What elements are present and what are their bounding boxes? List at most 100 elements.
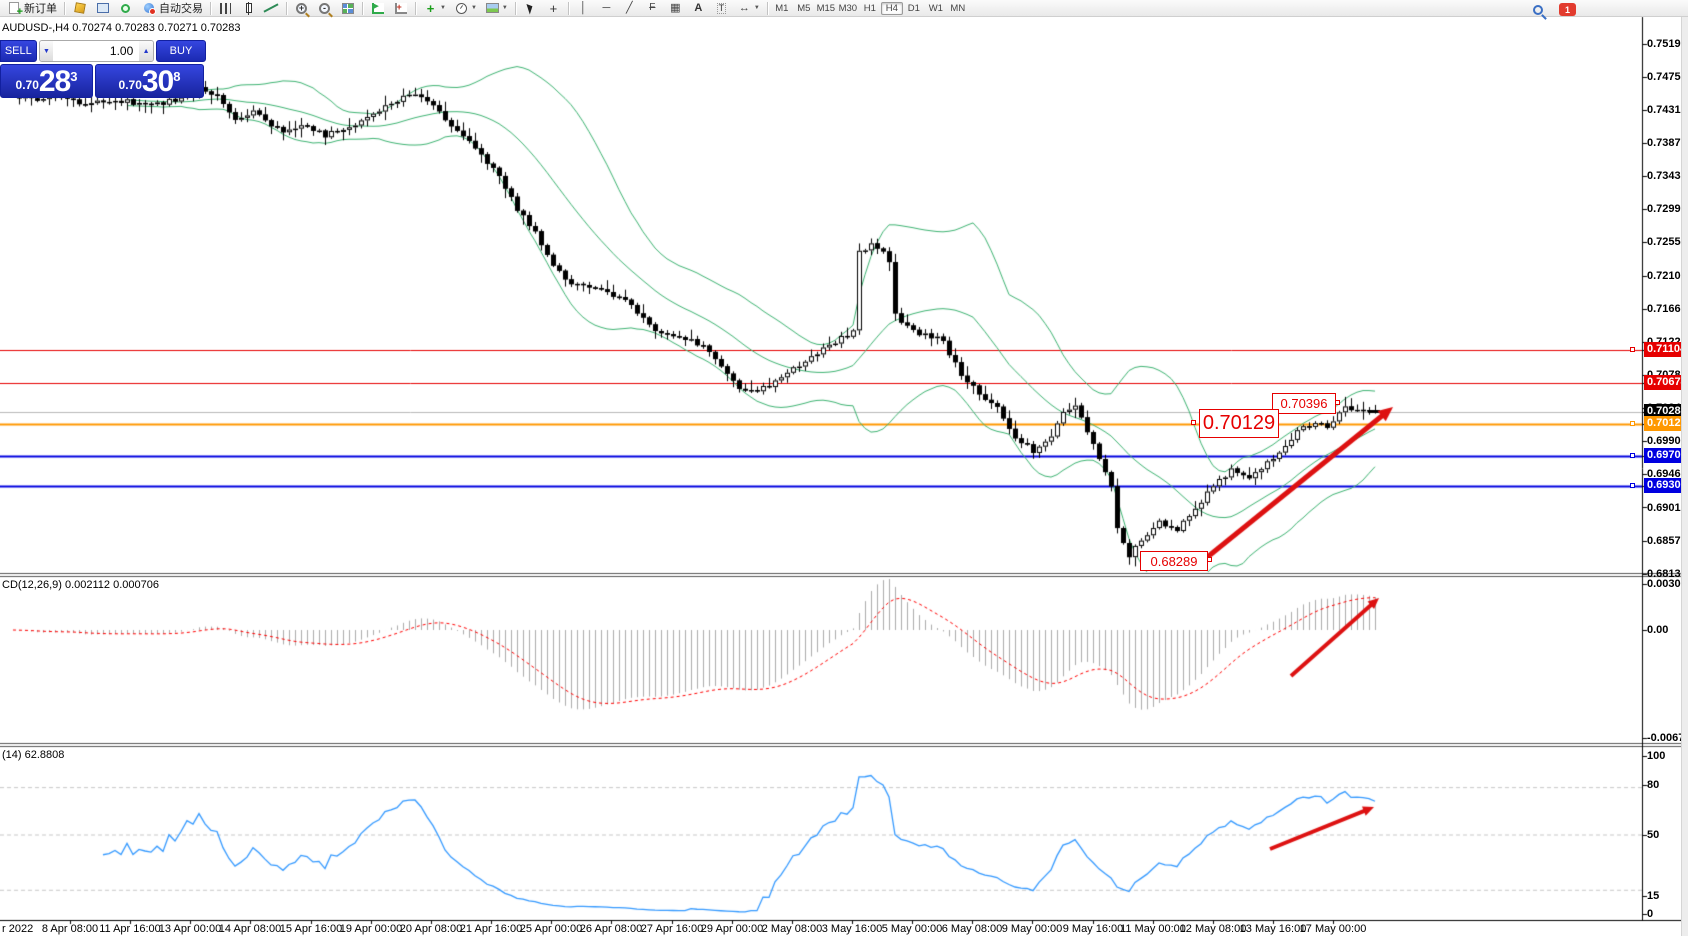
autotrade-icon [141, 2, 156, 15]
ask-price-prefix: 0.70 [118, 78, 142, 92]
time-axis-label: 13 Apr 00:00 [158, 923, 222, 935]
annotation-68289-handle[interactable] [1207, 557, 1212, 562]
annotation-68289[interactable]: 0.68289 [1140, 551, 1208, 571]
line-chart-button[interactable] [260, 0, 283, 17]
time-axis-label: 2 May 08:00 [761, 923, 823, 935]
search-icon [1532, 4, 1543, 15]
price-level-tag: 0.69302 [1644, 477, 1688, 493]
line-handle[interactable] [1630, 452, 1635, 458]
line-handle[interactable] [1630, 347, 1635, 353]
fibo-icon: F [649, 2, 656, 13]
ask-price-sup: 8 [173, 69, 181, 84]
hline-icon: ─ [602, 1, 611, 14]
price-axis-tick: 0.72100 [1647, 269, 1687, 282]
hline-button[interactable]: ─ [595, 0, 618, 17]
timeframe-d1-button[interactable]: D1 [907, 2, 920, 14]
label-button[interactable]: T [710, 0, 733, 17]
timeframe-h4-button[interactable]: H4 [880, 1, 903, 15]
annotation-70396[interactable]: 0.70396 [1272, 393, 1336, 414]
vline-button[interactable]: │ [572, 0, 595, 17]
lot-size-input[interactable] [53, 41, 140, 61]
rsi-axis-tick: 50 [1647, 829, 1660, 841]
new-order-button-label: 新订单 [24, 3, 57, 15]
cursor-button[interactable] [519, 0, 542, 17]
bid-price-big: 28 [38, 65, 71, 98]
crosshair-button[interactable]: + [542, 0, 565, 17]
time-axis-label-partial: r 2022 [2, 923, 34, 935]
time-axis-label: 27 Apr 16:00 [640, 923, 704, 935]
price-axis-tick: 0.75190 [1647, 38, 1687, 50]
sep5 [415, 1, 416, 15]
arrows-button[interactable]: ↔ ▼ [733, 0, 764, 17]
price-level-tag: 0.70129 [1644, 415, 1688, 431]
zoom-out-button[interactable]: - [313, 0, 336, 17]
price-axis-tick: 0.68570 [1647, 534, 1687, 547]
data-window-icon [95, 2, 110, 15]
signals-button[interactable] [114, 0, 137, 17]
timeframe-m15-button[interactable]: M15 [816, 2, 836, 14]
chevron-down-icon: ▼ [501, 5, 508, 11]
fibo-button[interactable]: F [641, 0, 664, 17]
community-button[interactable]: 1 [1555, 1, 1580, 18]
community-badge-icon: 1 [1559, 3, 1576, 16]
new-order-button[interactable]: 新订单 [2, 0, 61, 17]
annotation-70129[interactable]: 0.70129 [1199, 409, 1279, 438]
market-watch-button[interactable] [68, 0, 91, 17]
zoom-in-icon: + [294, 2, 309, 15]
one-click-trading-panel: SELL ▼ ▲ BUY 0.70 28 3 0.70 30 8 [0, 40, 207, 98]
annotation-70396-handle[interactable] [1335, 399, 1340, 405]
indicator-add-icon: + [393, 2, 408, 15]
time-axis-label: 17 May 00:00 [1299, 923, 1367, 935]
sell-button[interactable]: SELL [0, 40, 37, 62]
bar-chart-button[interactable] [214, 0, 237, 17]
sep3 [286, 1, 287, 15]
timeframe-h1-button[interactable]: H1 [863, 2, 876, 14]
search-button[interactable] [1526, 1, 1549, 18]
ask-price-big: 30 [141, 65, 174, 98]
zoom-in-button[interactable]: + [290, 0, 313, 17]
trendline-button[interactable]: ╱ [618, 0, 641, 17]
line-handle[interactable] [1630, 482, 1635, 488]
timeframe-w1-button[interactable]: W1 [928, 2, 943, 14]
lot-increase-button[interactable]: ▲ [139, 41, 153, 61]
time-axis-label: 19 Apr 00:00 [339, 923, 403, 935]
timeframe-m1-button[interactable]: M1 [775, 2, 789, 14]
bid-price-prefix: 0.70 [15, 78, 39, 92]
lot-size-stepper: ▼ ▲ [38, 40, 154, 62]
lot-decrease-button[interactable]: ▼ [39, 41, 54, 61]
timeframe-m30-button[interactable]: M30 [838, 2, 858, 14]
time-axis-label: 11 Apr 16:00 [99, 923, 161, 935]
rsi-axis-tick: 80 [1647, 779, 1660, 791]
bid-price-sup: 3 [70, 69, 78, 84]
annotation-70129-handle[interactable] [1191, 419, 1196, 425]
chevron-down-icon: ▼ [753, 5, 760, 11]
indicators-window-button[interactable]: ▶ [366, 0, 389, 17]
line-chart-icon [264, 2, 279, 15]
timeframe-m5-button[interactable]: M5 [797, 2, 811, 14]
price-axis-tick: 0.73430 [1647, 170, 1687, 182]
line-handle[interactable] [1630, 420, 1635, 426]
tile-windows-button[interactable] [336, 0, 359, 17]
text-button[interactable]: A [687, 0, 710, 17]
channels-button[interactable]: ▦ [664, 0, 687, 17]
periods-button[interactable]: ▼ [450, 0, 481, 17]
indicator-add-button[interactable]: + [389, 0, 412, 17]
vertical-scrollbar[interactable] [1681, 17, 1688, 936]
templates-button[interactable]: ▼ [481, 0, 512, 17]
data-window-button[interactable] [91, 0, 114, 17]
time-axis-label: 13 May 16:00 [1239, 923, 1307, 935]
add-object-button[interactable]: + ▼ [419, 0, 450, 17]
autotrade-button[interactable]: 自动交易 [137, 0, 207, 17]
indicators-window-icon: ▶ [370, 2, 385, 15]
timeframe-mn-button[interactable]: MN [950, 2, 966, 14]
price-axis-tick: 0.74750 [1647, 71, 1687, 83]
ask-price-button[interactable]: 0.70 30 8 [95, 64, 204, 98]
candle-chart-button[interactable] [237, 0, 260, 17]
bid-price-button[interactable]: 0.70 28 3 [0, 64, 93, 98]
price-axis-tick: 0.72990 [1647, 203, 1687, 215]
buy-button[interactable]: BUY [155, 40, 207, 62]
periods-icon [454, 2, 469, 15]
